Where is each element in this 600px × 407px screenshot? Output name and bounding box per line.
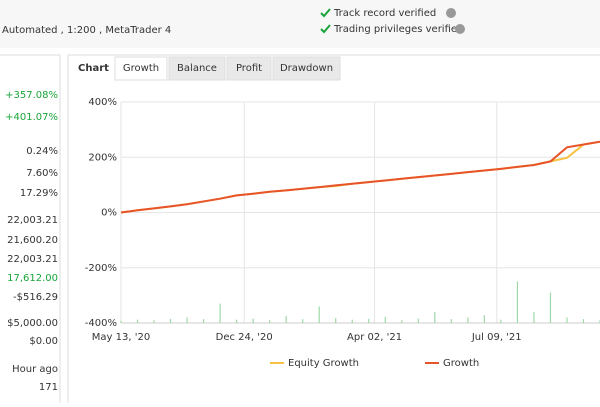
tabs-label: Chart xyxy=(78,63,109,74)
bar xyxy=(169,318,172,323)
stat-value: -$516.29 xyxy=(13,292,58,303)
tab-label[interactable]: Profit xyxy=(236,63,262,74)
x-tick-label: May 13, '20 xyxy=(92,332,150,343)
x-tick-label: Jul 09, '21 xyxy=(471,332,522,343)
bar xyxy=(384,316,386,323)
bar xyxy=(318,306,320,323)
bar xyxy=(302,319,304,323)
bar xyxy=(351,319,353,323)
stats-panel xyxy=(0,54,61,406)
tab-label[interactable]: Balance xyxy=(177,63,217,74)
stat-value: Hour ago xyxy=(12,364,58,375)
legend-label[interactable]: Growth xyxy=(443,358,479,369)
tab-label[interactable]: Growth xyxy=(123,63,159,74)
stat-value: 17.29% xyxy=(20,188,58,199)
y-tick-label: -400% xyxy=(85,318,117,329)
info-icon[interactable] xyxy=(446,8,456,18)
tab[interactable] xyxy=(168,56,226,81)
bar xyxy=(269,320,271,323)
bar xyxy=(434,311,436,323)
stat-value: $5,000.00 xyxy=(7,318,58,329)
stat-value: 21,600.20 xyxy=(7,235,58,246)
chart-panel xyxy=(67,54,600,406)
bar xyxy=(483,315,485,323)
bar xyxy=(202,319,205,323)
y-tick-label: -200% xyxy=(85,263,117,274)
stat-value: $0.00 xyxy=(29,336,58,347)
account-info: Automated , 1:200 , MetaTrader 4 xyxy=(2,25,171,36)
stat-value: 171 xyxy=(39,382,58,393)
bar xyxy=(335,318,337,323)
tab[interactable] xyxy=(226,56,272,81)
bar xyxy=(417,318,419,323)
bar xyxy=(120,320,122,323)
y-tick-label: 200% xyxy=(88,152,117,163)
stat-value: 17,612.00 xyxy=(7,273,58,284)
bar xyxy=(566,317,568,323)
bar xyxy=(186,317,188,323)
legend-label[interactable]: Equity Growth xyxy=(288,358,359,369)
verification: Trading privileges verified xyxy=(333,24,463,35)
bar xyxy=(252,318,254,323)
tab[interactable] xyxy=(114,56,168,81)
bar xyxy=(500,319,502,323)
bar xyxy=(533,311,535,323)
info-icon[interactable] xyxy=(455,24,465,34)
bar xyxy=(136,319,139,323)
check-icon xyxy=(320,24,331,34)
stat-value: 0.24% xyxy=(26,146,58,157)
x-tick-label: Dec 24, '20 xyxy=(216,332,273,343)
stat-value: 7.60% xyxy=(26,168,58,179)
top-bar xyxy=(0,0,600,48)
bar xyxy=(549,292,552,323)
check-icon xyxy=(320,8,331,18)
bar xyxy=(368,318,370,323)
bar xyxy=(582,319,585,323)
bar xyxy=(219,303,221,323)
verification: Track record verified xyxy=(333,8,436,19)
y-tick-label: 400% xyxy=(88,97,117,108)
bar xyxy=(153,320,155,323)
stat-value: 22,003.21 xyxy=(7,254,58,265)
line xyxy=(120,140,600,214)
bar xyxy=(401,320,403,323)
bar xyxy=(450,319,452,323)
tab-label[interactable]: Drawdown xyxy=(280,63,333,74)
bar xyxy=(285,316,287,323)
stat-value: +357.08% xyxy=(5,90,58,101)
y-tick-label: 0% xyxy=(101,208,117,219)
tab[interactable] xyxy=(272,56,341,81)
bar xyxy=(236,319,238,323)
x-tick-label: Apr 02, '21 xyxy=(347,332,402,343)
stat-value: 22,003.21 xyxy=(7,215,58,226)
bar xyxy=(516,281,519,323)
stat-value: +401.07% xyxy=(5,112,58,123)
bar xyxy=(467,317,469,323)
